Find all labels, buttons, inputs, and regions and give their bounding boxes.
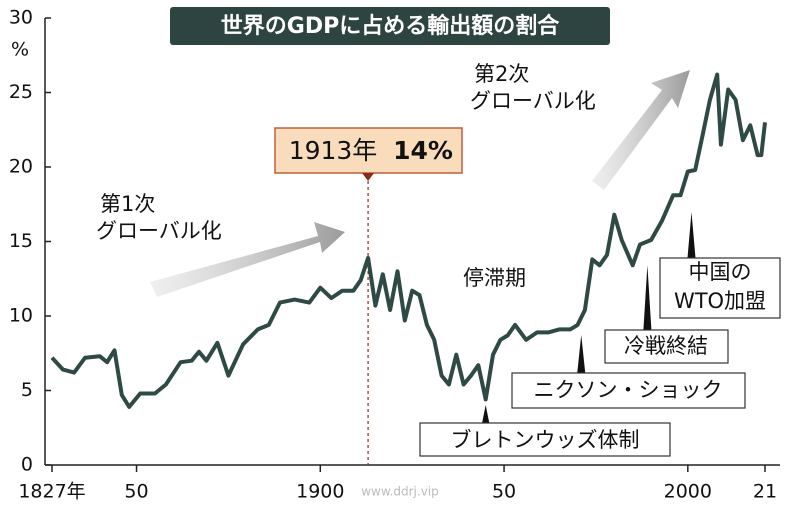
chart-title: 世界のGDPに占める輸出額の割合 <box>221 13 560 39</box>
x-tick-label: 2000 <box>664 481 712 503</box>
event-label: 中国の <box>689 260 752 284</box>
pointer <box>687 212 696 258</box>
callout-value: 14% <box>393 136 453 165</box>
y-tick-label: 25 <box>9 81 33 103</box>
annotation: 停滞期 <box>463 266 526 290</box>
event-label: ニクソン・ショック <box>534 378 723 402</box>
x-tick-label: 1827年 <box>18 481 85 503</box>
title-box <box>170 7 610 45</box>
callout-pointer <box>362 173 375 181</box>
callout-box <box>274 127 463 174</box>
event-label: WTO加盟 <box>674 289 766 313</box>
pointer <box>577 335 586 373</box>
event-label: 冷戦終結 <box>624 334 708 358</box>
y-tick-label: 0 <box>21 454 33 476</box>
pointer <box>481 405 490 425</box>
callout-year: 1913年 <box>289 136 378 165</box>
event-label: ブレトンウッズ体制 <box>451 428 640 452</box>
y-tick-label: 20 <box>9 156 33 178</box>
x-tick-label: 21 <box>753 481 777 503</box>
y-unit: % <box>11 39 29 61</box>
y-tick-label: 30 <box>9 7 33 29</box>
label-box <box>604 329 729 364</box>
y-tick-label: 5 <box>21 379 33 401</box>
label-box <box>419 422 671 457</box>
annotation: 第2次 <box>474 62 529 86</box>
pointer <box>643 265 652 330</box>
y-tick-label: 10 <box>9 305 33 327</box>
x-tick-label: 1900 <box>296 481 344 503</box>
label-box <box>659 257 781 319</box>
annotation: グローバル化 <box>470 89 596 113</box>
x-tick-label: 50 <box>492 481 516 503</box>
watermark: www.ddrj.vip <box>361 485 439 499</box>
annotation: グローバル化 <box>96 219 222 243</box>
label-box <box>511 372 746 409</box>
y-tick-label: 15 <box>9 230 33 252</box>
annotation: 第1次 <box>100 192 155 216</box>
arrow <box>592 70 690 190</box>
line <box>50 72 767 409</box>
x-tick-label: 50 <box>124 481 148 503</box>
arrow <box>150 222 345 297</box>
